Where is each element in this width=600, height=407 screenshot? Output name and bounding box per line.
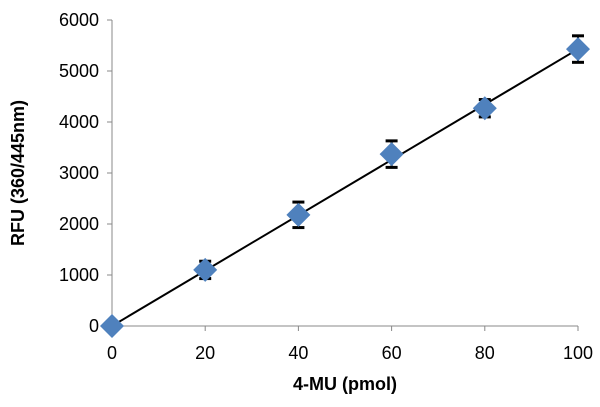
- data-point: [566, 37, 590, 62]
- y-tick-label: 0: [89, 316, 99, 336]
- y-tick-label: 4000: [59, 112, 99, 132]
- data-point: [286, 202, 311, 227]
- trendline-group: [111, 48, 579, 327]
- y-tick-label: 5000: [59, 61, 99, 81]
- x-tick-label: 60: [382, 343, 402, 363]
- y-tick-label: 3000: [59, 163, 99, 183]
- data-point: [379, 142, 404, 167]
- x-tick-label: 20: [195, 343, 215, 363]
- axes: [107, 19, 579, 331]
- x-tick-label: 80: [475, 343, 495, 363]
- x-axis-title: 4-MU (pmol): [293, 374, 397, 394]
- x-tick-label: 100: [563, 343, 593, 363]
- data-point: [193, 257, 218, 282]
- y-tick-label: 1000: [59, 265, 99, 285]
- data-point: [100, 314, 124, 338]
- y-axis-title: RFU (360/445nm): [8, 100, 28, 246]
- data-points: [100, 34, 590, 338]
- data-point: [472, 96, 497, 121]
- y-tick-label: 2000: [59, 214, 99, 234]
- tick-labels: 0 1000 2000 3000 4000 5000 6000 0 20 40 60 80 100: [59, 10, 593, 363]
- y-tick-label: 6000: [59, 10, 99, 30]
- x-tick-label: 40: [288, 343, 308, 363]
- x-tick-label: 0: [107, 343, 117, 363]
- trendline: [111, 48, 579, 327]
